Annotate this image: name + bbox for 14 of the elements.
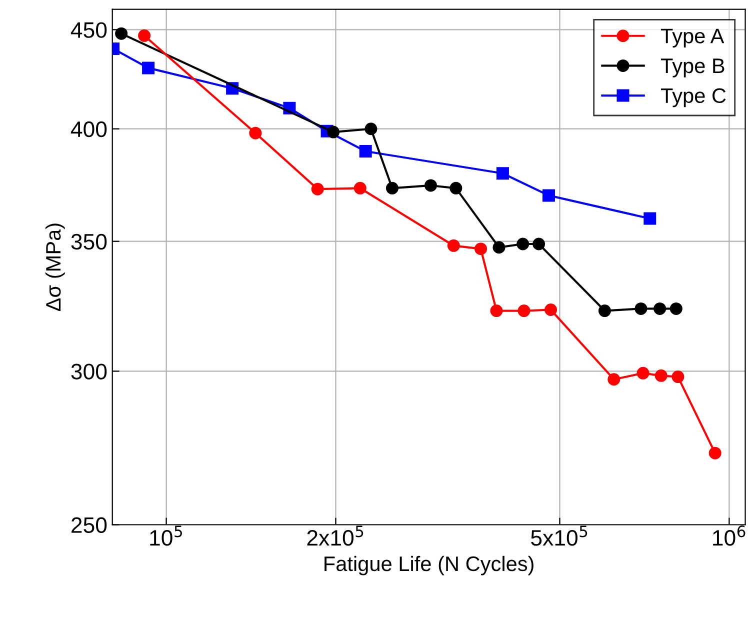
x-tick-label: 5x10$^{5}$ [531, 526, 588, 546]
x-tick-label: 2x10$^{5}$ [307, 526, 364, 546]
x-tick-label: 10$^{5}$ [150, 526, 182, 546]
y-tick-label: 450 [70, 22, 107, 38]
y-tick-label: 300 [71, 364, 107, 380]
y-tick-label: 350 [71, 234, 107, 250]
y-axis-title: Δσ (MPa) [45, 224, 65, 312]
legend-label: Type B [660, 58, 724, 78]
legend-label: Type C [660, 88, 726, 108]
x-axis-title: Fatigue Life (N Cycles) [324, 556, 534, 576]
legend-label: Type A [660, 28, 724, 48]
y-tick-label: 400 [70, 121, 107, 138]
y-tick-label: 250 [72, 517, 107, 534]
x-tick-label: 10$^{6}$ [713, 525, 746, 546]
